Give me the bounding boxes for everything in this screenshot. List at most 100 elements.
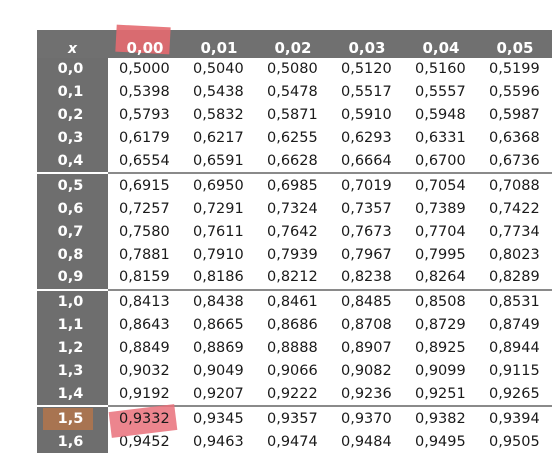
table-cell: 0,5557 [415, 84, 466, 101]
table-cell: 0,7324 [267, 200, 318, 217]
column-header: 0,02 [256, 30, 330, 58]
table-row: 0,8 0,7881 0,7910 0,7939 0,7967 0,7995 0,8023 [37, 243, 552, 267]
table-header-row: x 0,00 0,01 0,02 0,03 0,04 0,05 [37, 24, 552, 58]
table-cell: 0,5987 [489, 107, 540, 124]
column-header: 0,04 [404, 30, 478, 58]
table-cell: 0,8686 [267, 317, 318, 334]
row-header: 1,5 [37, 405, 108, 431]
table-cell: 0,9222 [267, 385, 318, 402]
table-cell: 0,9452 [119, 433, 170, 450]
table-cell: 0,5478 [267, 84, 318, 101]
table-row: 0,4 0,6554 0,6591 0,6628 0,6664 0,6700 0,6736 [37, 149, 552, 174]
table-cell: 0,6179 [119, 130, 170, 147]
table-cell: 0,6331 [415, 130, 466, 147]
table-cell: 0,9265 [489, 385, 540, 402]
row-header: 1,1 [37, 313, 108, 337]
table-row: 1,3 0,9032 0,9049 0,9066 0,9082 0,9099 0,9115 [37, 359, 552, 383]
row-header: 1,4 [37, 382, 108, 407]
table-row: 0,3 0,6179 0,6217 0,6255 0,6293 0,6331 0,6368 [37, 126, 552, 150]
table-cell: 0,7967 [341, 246, 392, 263]
table-cell: 0,8485 [330, 288, 404, 314]
row-header: 1,0 [37, 288, 108, 314]
table-cell: 0,8289 [489, 269, 540, 286]
table-row: 0,5 0,6915 0,6950 0,6985 0,7019 0,7054 0,7088 [37, 172, 552, 198]
table-cell: 0,7995 [415, 246, 466, 263]
cell-value: 0,9332 [119, 410, 170, 427]
table-cell: 0,7088 [478, 172, 552, 198]
normal-distribution-table-wrapper: x 0,00 0,01 0,02 0,03 0,04 0,05 0,0 0,500… [37, 24, 552, 454]
table-cell: 0,9032 [119, 363, 170, 380]
table-cell: 0,5040 [193, 61, 244, 78]
table-cell: 0,9370 [330, 405, 404, 431]
table-cell: 0,5199 [489, 61, 540, 78]
table-cell: 0,7673 [341, 223, 392, 240]
table-cell: 0,5832 [193, 107, 244, 124]
table-cell: 0,6950 [182, 172, 256, 198]
table-cell: 0,5438 [193, 84, 244, 101]
table-cell: 0,8159 [119, 269, 170, 286]
table-cell: 0,5948 [415, 107, 466, 124]
table-cell: 0,9495 [415, 433, 466, 450]
table-row: 0,2 0,5793 0,5832 0,5871 0,5910 0,5948 0,5987 [37, 103, 552, 127]
table-cell: 0,6368 [489, 130, 540, 147]
table-cell: 0,9049 [193, 363, 244, 380]
table-cell: 0,9382 [404, 405, 478, 431]
table-cell: 0,8023 [489, 246, 540, 263]
table-row: 0,7 0,7580 0,7611 0,7642 0,7673 0,7704 0,7734 [37, 220, 552, 244]
table-row: 1,5 0,9332 0,9345 0,9357 0,9370 0,9382 0,9394 [37, 404, 552, 439]
column-header: 0,03 [330, 30, 404, 58]
table-row: 1,4 0,9192 0,9207 0,9222 0,9236 0,9251 0,9265 [37, 382, 552, 407]
table-cell: 0,8944 [489, 340, 540, 357]
row-header: 0,8 [37, 243, 108, 267]
row-header: 1,3 [37, 359, 108, 383]
table-cell: 0,5080 [267, 61, 318, 78]
row-header: 0,4 [37, 149, 108, 174]
table-cell: 0,9236 [341, 385, 392, 402]
row-header: 0,7 [37, 220, 108, 244]
table-cell: 0,8212 [267, 269, 318, 286]
table-cell: 0,7881 [119, 246, 170, 263]
table-cell: 0,6591 [193, 153, 244, 169]
table-cell: 0,6664 [341, 153, 392, 169]
table-cell: 0,6700 [415, 153, 466, 169]
row-header: 0,6 [37, 197, 108, 221]
table-cell: 0,7910 [193, 246, 244, 263]
table-cell: 0,8729 [415, 317, 466, 334]
table-cell: 0,9332 [108, 404, 182, 439]
table-cell: 0,8749 [489, 317, 540, 334]
table-cell: 0,5596 [489, 84, 540, 101]
table-cell: 0,6554 [119, 153, 170, 169]
column-header-highlighted: 0,00 [108, 24, 182, 58]
table-row: 0,1 0,5398 0,5438 0,5478 0,5517 0,5557 0,5596 [37, 80, 552, 104]
table-cell: 0,7019 [330, 172, 404, 198]
table-cell: 0,8907 [341, 340, 392, 357]
table-cell: 0,7734 [489, 223, 540, 240]
table-cell: 0,8438 [182, 288, 256, 314]
table-cell: 0,5398 [119, 84, 170, 101]
table-cell: 0,7422 [489, 200, 540, 217]
table-row: 0,0 0,5000 0,5040 0,5080 0,5120 0,5160 0,5199 [37, 58, 552, 81]
table-cell: 0,7939 [267, 246, 318, 263]
table-cell: 0,7291 [193, 200, 244, 217]
table-row: 1,2 0,8849 0,8869 0,8888 0,8907 0,8925 0,8944 [37, 336, 552, 360]
row-header: 0,5 [37, 172, 108, 198]
row-highlight-marker [43, 408, 93, 431]
table-cell: 0,8186 [193, 269, 244, 286]
table-cell: 0,8665 [193, 317, 244, 334]
table-cell: 0,9082 [341, 363, 392, 380]
table-cell: 0,5000 [119, 61, 170, 78]
table-cell: 0,8238 [341, 269, 392, 286]
x-column-header: x [37, 30, 108, 58]
table-cell: 0,5160 [415, 61, 466, 78]
table-cell: 0,8413 [108, 288, 182, 314]
table-cell: 0,9345 [182, 405, 256, 431]
table-cell: 0,9099 [415, 363, 466, 380]
table-row: 0,6 0,7257 0,7291 0,7324 0,7357 0,7389 0,7422 [37, 197, 552, 221]
column-header: 0,05 [478, 30, 552, 58]
table-cell: 0,6915 [108, 172, 182, 198]
table-cell: 0,7642 [267, 223, 318, 240]
row-header-label: 1,5 [57, 410, 84, 427]
table-cell: 0,9207 [193, 385, 244, 402]
table-cell: 0,7257 [119, 200, 170, 217]
